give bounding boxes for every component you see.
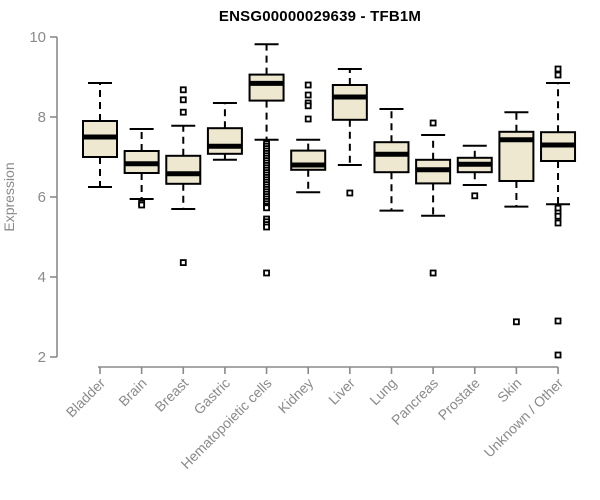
iqr-box <box>248 73 285 102</box>
outlier-point <box>179 108 187 116</box>
outlier-point <box>138 201 146 209</box>
outlier-point <box>263 204 270 212</box>
outlier-point <box>263 269 270 277</box>
outlier-point <box>554 351 562 359</box>
outlier-point <box>554 71 562 79</box>
outlier-point <box>304 115 312 123</box>
boxplot-bladder <box>82 82 118 188</box>
outlier-point <box>554 65 562 73</box>
x-category-label: Lung <box>366 375 399 408</box>
boxplot-unknown-other <box>540 65 577 359</box>
outlier-point <box>304 81 312 89</box>
y-tick-label: 8 <box>38 109 46 126</box>
outlier-point <box>346 189 354 197</box>
outlier-point <box>554 317 562 325</box>
outlier-point <box>179 86 187 94</box>
outlier-point <box>554 219 562 227</box>
iqr-box <box>206 127 243 155</box>
x-category-label: Bladder <box>63 375 109 421</box>
boxplot-hematopoietic-cells <box>248 43 285 277</box>
y-tick-label: 4 <box>38 269 46 286</box>
y-tick-label: 2 <box>38 349 46 366</box>
y-axis-title: Expression <box>1 162 17 231</box>
boxplot-skin <box>498 111 535 326</box>
outlier-point <box>179 96 187 104</box>
chart-title: ENSG00000029639 - TFB1M <box>218 8 422 25</box>
outlier-point <box>513 318 520 326</box>
boxplot-breast <box>165 86 202 267</box>
outlier-point <box>554 212 562 220</box>
outlier-point <box>304 91 312 99</box>
x-category-label: Liver <box>325 375 358 408</box>
x-category-label: Unknown / Other <box>481 375 567 461</box>
outlier-point <box>471 192 479 200</box>
iqr-box <box>331 84 368 121</box>
outlier-point <box>179 259 187 267</box>
x-category-label: Skin <box>494 375 525 406</box>
x-category-label: Brain <box>115 375 149 409</box>
boxplot-gastric <box>206 102 243 161</box>
boxplot-kidney <box>290 81 327 194</box>
outlier-point <box>304 102 312 110</box>
outlier-point <box>429 119 437 127</box>
outlier-point <box>263 223 270 231</box>
y-tick-label: 10 <box>29 29 46 46</box>
x-category-label: Prostate <box>435 375 483 423</box>
iqr-box <box>373 141 410 174</box>
iqr-box <box>165 154 202 185</box>
boxplot-prostate <box>456 144 493 200</box>
x-category-label: Kidney <box>275 375 317 417</box>
y-tick-label: 6 <box>38 189 46 206</box>
boxplot-liver <box>331 68 368 197</box>
boxplot-brain <box>123 128 160 209</box>
boxplot-pancreas <box>415 119 452 277</box>
boxplot-lung <box>373 108 410 212</box>
outlier-point <box>429 269 437 277</box>
x-category-label: Breast <box>151 375 191 415</box>
